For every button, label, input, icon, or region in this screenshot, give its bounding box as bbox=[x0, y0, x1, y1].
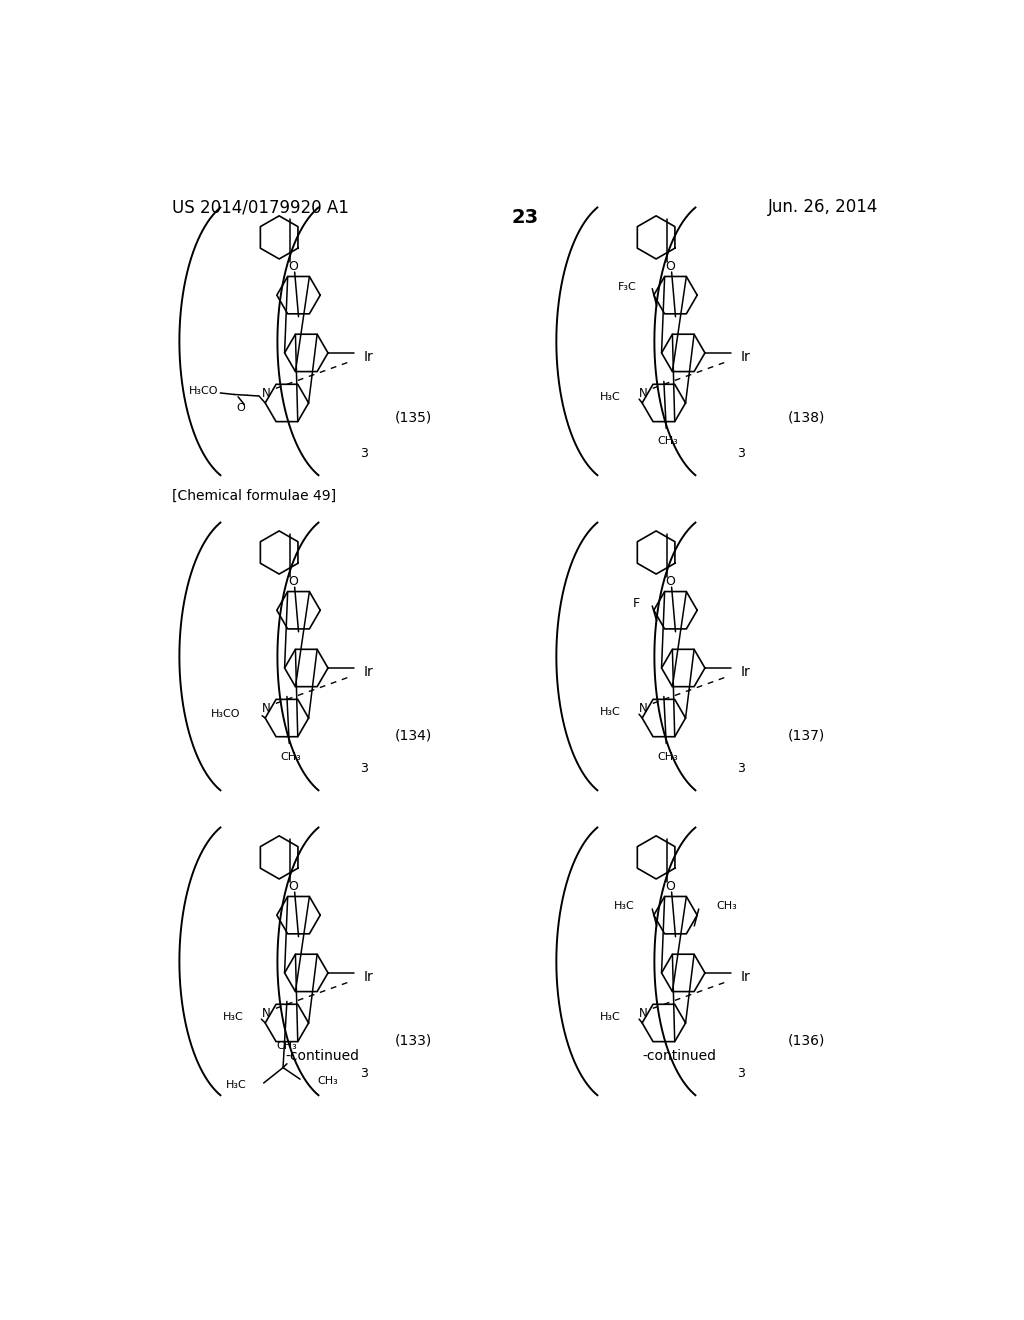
Text: O: O bbox=[666, 576, 675, 589]
Text: N: N bbox=[262, 702, 271, 715]
Text: H₃CO: H₃CO bbox=[211, 709, 241, 719]
Text: CH₃: CH₃ bbox=[717, 902, 737, 911]
Text: O: O bbox=[288, 260, 298, 273]
Text: [Chemical formulae 49]: [Chemical formulae 49] bbox=[172, 488, 336, 503]
Text: 3: 3 bbox=[737, 446, 745, 459]
Text: (137): (137) bbox=[787, 729, 825, 743]
Text: N: N bbox=[639, 387, 648, 400]
Text: Ir: Ir bbox=[740, 665, 751, 678]
Text: H₃C: H₃C bbox=[600, 1012, 621, 1022]
Text: O: O bbox=[288, 880, 298, 894]
Text: F₃C: F₃C bbox=[618, 281, 637, 292]
Text: CH₃: CH₃ bbox=[317, 1077, 338, 1086]
Text: N: N bbox=[262, 387, 271, 400]
Text: H₃C: H₃C bbox=[226, 1080, 247, 1089]
Text: N: N bbox=[262, 1007, 271, 1020]
Text: CH₃: CH₃ bbox=[281, 751, 301, 762]
Text: H₃C: H₃C bbox=[600, 392, 621, 401]
Text: (134): (134) bbox=[395, 729, 432, 743]
Text: (135): (135) bbox=[395, 411, 432, 425]
Text: 23: 23 bbox=[511, 207, 539, 227]
Text: N: N bbox=[639, 1007, 648, 1020]
Text: O: O bbox=[666, 260, 675, 273]
Text: H₃C: H₃C bbox=[223, 1012, 244, 1022]
Text: Ir: Ir bbox=[364, 665, 373, 678]
Text: Jun. 26, 2014: Jun. 26, 2014 bbox=[768, 198, 878, 216]
Text: H₃CO: H₃CO bbox=[189, 385, 219, 396]
Text: 3: 3 bbox=[737, 1067, 745, 1080]
Text: H₃C: H₃C bbox=[600, 708, 621, 717]
Text: Ir: Ir bbox=[740, 970, 751, 983]
Text: CH₃: CH₃ bbox=[276, 1041, 297, 1051]
Text: (133): (133) bbox=[395, 1034, 432, 1048]
Text: 3: 3 bbox=[360, 1067, 369, 1080]
Text: H₃C: H₃C bbox=[613, 902, 635, 911]
Text: 3: 3 bbox=[360, 446, 369, 459]
Text: -continued: -continued bbox=[286, 1049, 359, 1063]
Text: (138): (138) bbox=[787, 411, 825, 425]
Text: -continued: -continued bbox=[642, 1049, 717, 1063]
Text: O: O bbox=[288, 576, 298, 589]
Text: (136): (136) bbox=[787, 1034, 825, 1048]
Text: US 2014/0179920 A1: US 2014/0179920 A1 bbox=[172, 198, 348, 216]
Text: O: O bbox=[666, 880, 675, 894]
Text: CH₃: CH₃ bbox=[657, 437, 678, 446]
Text: Ir: Ir bbox=[740, 350, 751, 364]
Text: F: F bbox=[633, 597, 640, 610]
Text: N: N bbox=[639, 702, 648, 715]
Text: 3: 3 bbox=[737, 762, 745, 775]
Text: 3: 3 bbox=[360, 762, 369, 775]
Text: Ir: Ir bbox=[364, 350, 373, 364]
Text: Ir: Ir bbox=[364, 970, 373, 983]
Text: O: O bbox=[237, 404, 246, 413]
Text: CH₃: CH₃ bbox=[657, 751, 678, 762]
